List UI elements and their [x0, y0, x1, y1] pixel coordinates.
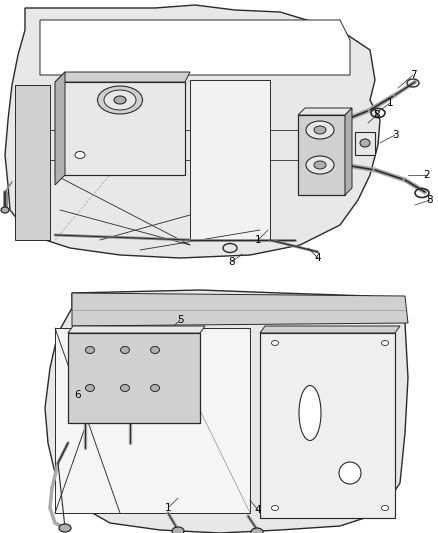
- Polygon shape: [345, 108, 352, 195]
- Ellipse shape: [98, 86, 142, 114]
- Ellipse shape: [339, 462, 361, 484]
- Polygon shape: [40, 20, 350, 75]
- Ellipse shape: [151, 346, 159, 353]
- Ellipse shape: [306, 156, 334, 174]
- Ellipse shape: [272, 505, 279, 511]
- Polygon shape: [260, 326, 400, 333]
- Text: 1: 1: [165, 503, 171, 513]
- Ellipse shape: [104, 90, 136, 110]
- Ellipse shape: [360, 139, 370, 147]
- Ellipse shape: [251, 528, 263, 533]
- Ellipse shape: [314, 161, 326, 169]
- Polygon shape: [55, 72, 65, 185]
- Text: 8: 8: [229, 257, 235, 267]
- Polygon shape: [68, 326, 205, 333]
- Text: 6: 6: [75, 390, 81, 400]
- Ellipse shape: [151, 384, 159, 392]
- Ellipse shape: [59, 524, 71, 532]
- Text: 1: 1: [387, 98, 393, 108]
- Polygon shape: [298, 108, 352, 115]
- Polygon shape: [298, 115, 345, 195]
- Polygon shape: [55, 82, 185, 175]
- Polygon shape: [68, 333, 200, 423]
- Polygon shape: [5, 5, 380, 258]
- Polygon shape: [15, 85, 50, 240]
- Ellipse shape: [381, 341, 389, 345]
- Text: 4: 4: [314, 253, 321, 263]
- Text: 1: 1: [254, 235, 261, 245]
- Text: 5: 5: [177, 315, 184, 325]
- Polygon shape: [190, 80, 270, 240]
- Ellipse shape: [114, 96, 126, 104]
- Text: 8: 8: [427, 195, 433, 205]
- Ellipse shape: [120, 384, 130, 392]
- Text: 3: 3: [392, 130, 398, 140]
- Polygon shape: [355, 132, 375, 155]
- Ellipse shape: [120, 346, 130, 353]
- Ellipse shape: [381, 505, 389, 511]
- Ellipse shape: [85, 384, 95, 392]
- Text: 4: 4: [254, 505, 261, 515]
- Ellipse shape: [85, 346, 95, 353]
- Ellipse shape: [299, 385, 321, 440]
- Ellipse shape: [314, 126, 326, 134]
- Polygon shape: [55, 72, 190, 82]
- Text: 7: 7: [410, 70, 416, 80]
- Ellipse shape: [306, 121, 334, 139]
- Text: 2: 2: [424, 170, 430, 180]
- Polygon shape: [55, 328, 250, 513]
- Polygon shape: [72, 293, 408, 326]
- Text: 8: 8: [374, 110, 380, 120]
- Ellipse shape: [272, 341, 279, 345]
- Polygon shape: [260, 333, 395, 518]
- Polygon shape: [45, 290, 408, 533]
- Ellipse shape: [172, 527, 184, 533]
- Ellipse shape: [75, 151, 85, 158]
- Ellipse shape: [1, 207, 9, 213]
